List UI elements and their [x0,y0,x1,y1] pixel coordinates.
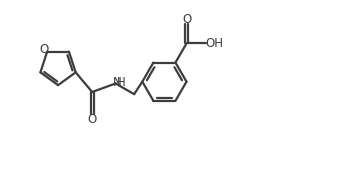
Text: O: O [39,43,48,56]
Text: OH: OH [205,37,223,50]
Text: N: N [113,76,121,89]
Text: O: O [88,113,97,126]
Text: O: O [182,13,191,26]
Text: H: H [117,76,126,89]
